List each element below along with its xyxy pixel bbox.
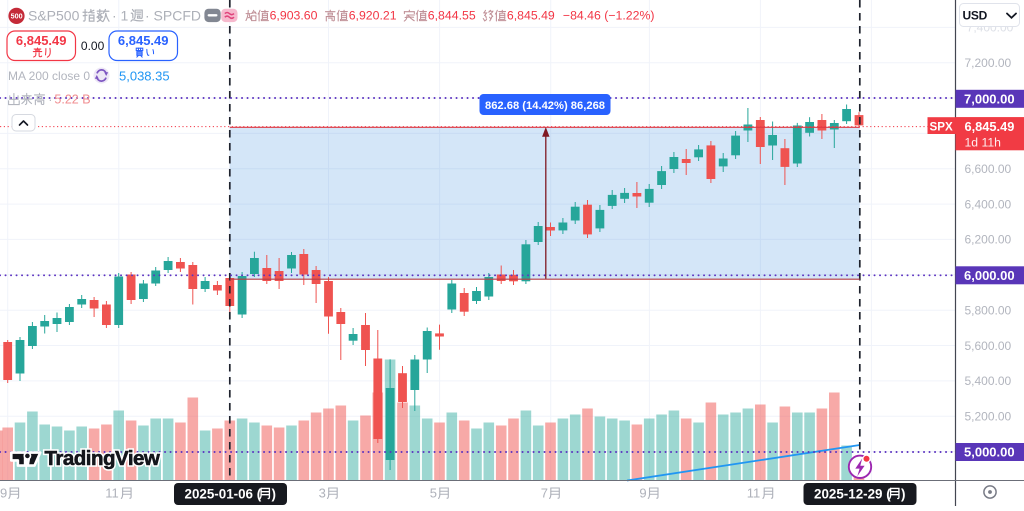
svg-text:6,845.49: 6,845.49 [965,119,1015,134]
svg-text:MA 200 close 0: MA 200 close 0 [8,69,90,83]
svg-text:3: 3 [319,486,326,501]
svg-text:5: 5 [430,486,437,501]
svg-text:9: 9 [0,486,7,501]
svg-text:862.68 (14.42%) 86,268: 862.68 (14.42%) 86,268 [485,100,605,112]
svg-text:TradingView: TradingView [45,447,160,470]
svg-text:·: · [48,92,52,106]
svg-text:0.00: 0.00 [81,39,105,53]
svg-text:1d 11h: 1d 11h [965,136,1001,150]
svg-text:2025-01-06 (: 2025-01-06 ( [185,487,262,502]
svg-text:· 1: · 1 [112,7,129,23]
svg-text:5.22 B: 5.22 B [54,92,90,106]
svg-text:6,200.00: 6,200.00 [965,233,1012,247]
svg-text:6,845.49: 6,845.49 [507,9,555,23]
svg-text:7,200.00: 7,200.00 [965,56,1012,70]
svg-text:6,845.49: 6,845.49 [118,33,169,48]
svg-text:9: 9 [639,486,646,501]
svg-text:6,000.00: 6,000.00 [964,268,1015,283]
svg-text:): ) [901,487,905,502]
svg-text:6,844.55: 6,844.55 [428,9,476,23]
svg-text:5,200.00: 5,200.00 [965,410,1012,424]
svg-text:−84.46 (−1.22%): −84.46 (−1.22%) [563,9,655,23]
svg-text:6,400.00: 6,400.00 [965,197,1012,211]
svg-text:5,400.00: 5,400.00 [965,374,1012,388]
svg-text:5,600.00: 5,600.00 [965,339,1012,353]
svg-text:SPX: SPX [930,120,953,133]
svg-text:500: 500 [11,11,23,20]
svg-text:5,800.00: 5,800.00 [965,303,1012,317]
svg-text:6,903.60: 6,903.60 [270,9,318,23]
svg-text:6,920.21: 6,920.21 [349,9,397,23]
svg-text:2025-12-29 (: 2025-12-29 ( [814,487,891,502]
svg-text:5,000.00: 5,000.00 [964,445,1015,460]
svg-text:5,038.35: 5,038.35 [119,68,170,83]
svg-text:S&P500: S&P500 [28,7,80,23]
svg-text:6,845.49: 6,845.49 [16,33,67,48]
svg-text:7: 7 [541,486,548,501]
svg-text:7,000.00: 7,000.00 [964,91,1015,106]
svg-text:USD: USD [963,8,988,22]
svg-text:): ) [272,487,276,502]
svg-text:11: 11 [105,486,119,501]
svg-text:6,600.00: 6,600.00 [965,162,1012,176]
svg-text:11: 11 [747,486,761,501]
svg-text:· SPCFD: · SPCFD [145,7,201,23]
